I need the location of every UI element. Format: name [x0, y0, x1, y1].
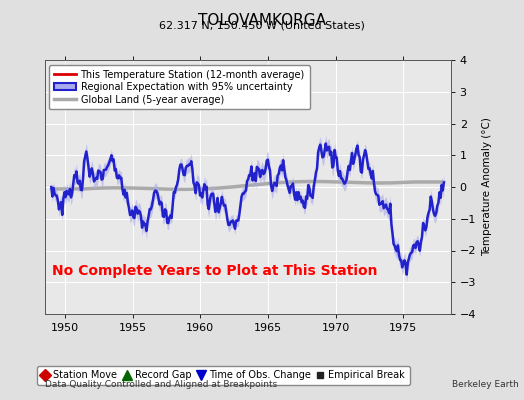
- Text: Data Quality Controlled and Aligned at Breakpoints: Data Quality Controlled and Aligned at B…: [45, 380, 277, 389]
- Text: TOLOVAMKORGA: TOLOVAMKORGA: [198, 13, 326, 28]
- Text: 62.317 N, 150.450 W (United States): 62.317 N, 150.450 W (United States): [159, 21, 365, 31]
- Legend: Station Move, Record Gap, Time of Obs. Change, Empirical Break: Station Move, Record Gap, Time of Obs. C…: [37, 366, 410, 385]
- Y-axis label: Temperature Anomaly (°C): Temperature Anomaly (°C): [482, 118, 492, 256]
- Text: No Complete Years to Plot at This Station: No Complete Years to Plot at This Statio…: [52, 264, 378, 278]
- Text: Berkeley Earth: Berkeley Earth: [452, 380, 519, 389]
